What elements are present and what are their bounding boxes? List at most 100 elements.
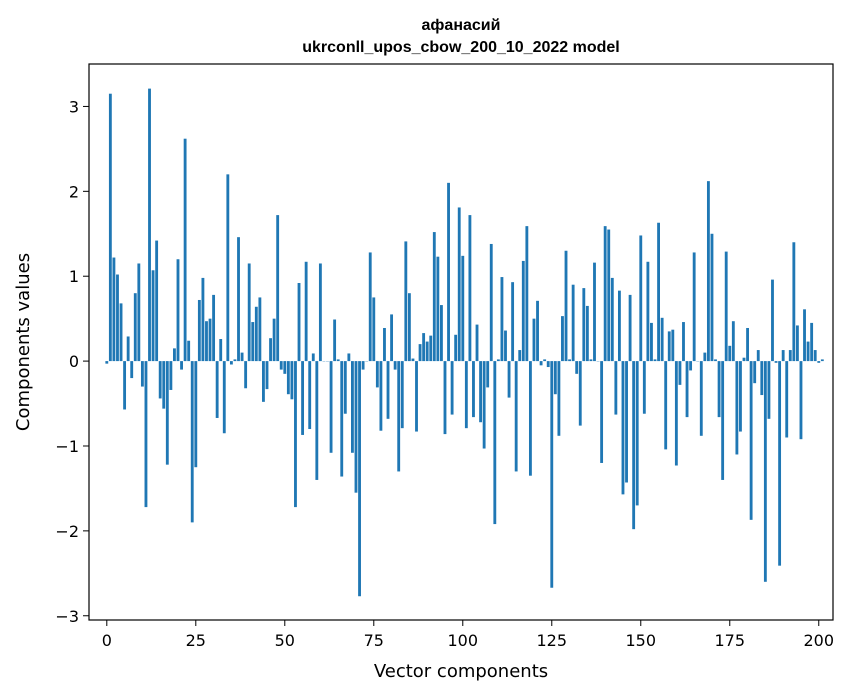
bar-178: [739, 361, 742, 432]
bar-57: [308, 361, 312, 430]
bar-193: [792, 242, 796, 362]
bars-group: [105, 88, 824, 597]
y-tick-label-0: 0: [69, 352, 79, 371]
bar-90: [425, 341, 429, 362]
bar-154: [653, 359, 657, 362]
bar-51: [286, 361, 290, 395]
bar-33: [222, 361, 226, 434]
bar-174: [724, 251, 728, 362]
bar-195: [799, 361, 803, 440]
bar-58: [311, 353, 315, 362]
bar-151: [642, 361, 646, 414]
bar-30: [212, 294, 216, 362]
bar-92: [432, 232, 436, 362]
bar-6: [126, 336, 130, 362]
bar-133: [578, 361, 582, 426]
bar-145: [621, 361, 625, 495]
bar-102: [468, 215, 472, 362]
bar-134: [582, 288, 586, 362]
bar-141: [607, 229, 611, 362]
bar-162: [682, 322, 685, 362]
bar-181: [749, 361, 753, 520]
bar-192: [788, 350, 792, 362]
bar-88: [418, 344, 422, 362]
bar-180: [746, 327, 749, 362]
bar-18: [169, 361, 173, 390]
bar-7: [130, 361, 134, 379]
bar-185: [763, 361, 767, 582]
bar-13: [151, 270, 155, 362]
bar-191: [785, 361, 789, 438]
bar-169: [706, 181, 710, 362]
bar-97: [450, 361, 454, 415]
bar-25: [194, 361, 198, 468]
bar-54: [297, 283, 301, 362]
bar-124: [546, 361, 550, 368]
bar-177: [735, 361, 739, 455]
x-axis-ticks: 0 25 50 75 100 125 150 175 200: [102, 620, 834, 650]
bar-24: [190, 361, 194, 523]
bar-170: [710, 233, 714, 362]
bar-63: [329, 361, 333, 453]
bar-156: [660, 317, 664, 362]
bar-0: [105, 361, 109, 364]
x-axis-label: Vector components: [374, 661, 548, 682]
y-tick-label-2: 2: [69, 182, 79, 201]
bar-10: [140, 361, 144, 387]
bar-172: [717, 361, 721, 418]
bar-197: [806, 341, 810, 362]
bar-65: [336, 359, 340, 362]
bar-77: [379, 361, 383, 431]
bar-187: [771, 279, 774, 362]
bar-27: [201, 277, 205, 362]
bar-36: [233, 359, 237, 362]
bar-100: [461, 255, 465, 362]
bar-31: [215, 361, 219, 418]
bar-168: [703, 352, 707, 362]
bar-83: [400, 361, 404, 429]
bar-120: [532, 318, 536, 362]
bar-105: [479, 361, 483, 423]
bar-12: [148, 88, 151, 362]
bar-173: [721, 361, 725, 480]
bar-107: [486, 361, 490, 388]
y-tick-label--1: −1: [55, 437, 79, 456]
bar-34: [226, 174, 230, 362]
y-tick-label-1: 1: [69, 267, 79, 286]
bar-26: [197, 299, 201, 362]
bar-98: [454, 334, 458, 362]
bar-17: [165, 361, 169, 465]
bar-117: [521, 260, 525, 362]
x-tick-label-0: 0: [102, 631, 112, 650]
bar-165: [692, 252, 696, 362]
bar-147: [628, 294, 632, 362]
bar-53: [294, 361, 297, 508]
bar-56: [304, 261, 308, 362]
bar-42: [254, 306, 258, 362]
bar-200: [817, 361, 821, 363]
bar-160: [674, 361, 678, 466]
bar-68: [347, 353, 351, 362]
bar-196: [803, 309, 806, 362]
bar-82: [397, 361, 401, 472]
bar-41: [251, 322, 255, 362]
bar-20: [176, 259, 180, 362]
bar-3: [116, 274, 119, 362]
bar-127: [557, 361, 561, 436]
bar-11: [144, 361, 148, 508]
bar-101: [464, 361, 468, 429]
bar-137: [593, 262, 596, 362]
bar-161: [678, 361, 682, 385]
bar-93: [436, 256, 440, 362]
bar-186: [767, 361, 771, 419]
x-tick-label-50: 50: [275, 631, 295, 650]
bar-50: [283, 361, 287, 374]
chart-title-line2: ukrconll_upos_cbow_200_10_2022 model: [302, 39, 619, 56]
bar-14: [155, 240, 159, 362]
bar-119: [528, 361, 532, 476]
bar-128: [561, 316, 564, 362]
x-tick-label-175: 175: [714, 631, 745, 650]
bar-114: [511, 282, 515, 362]
bar-155: [657, 222, 660, 362]
